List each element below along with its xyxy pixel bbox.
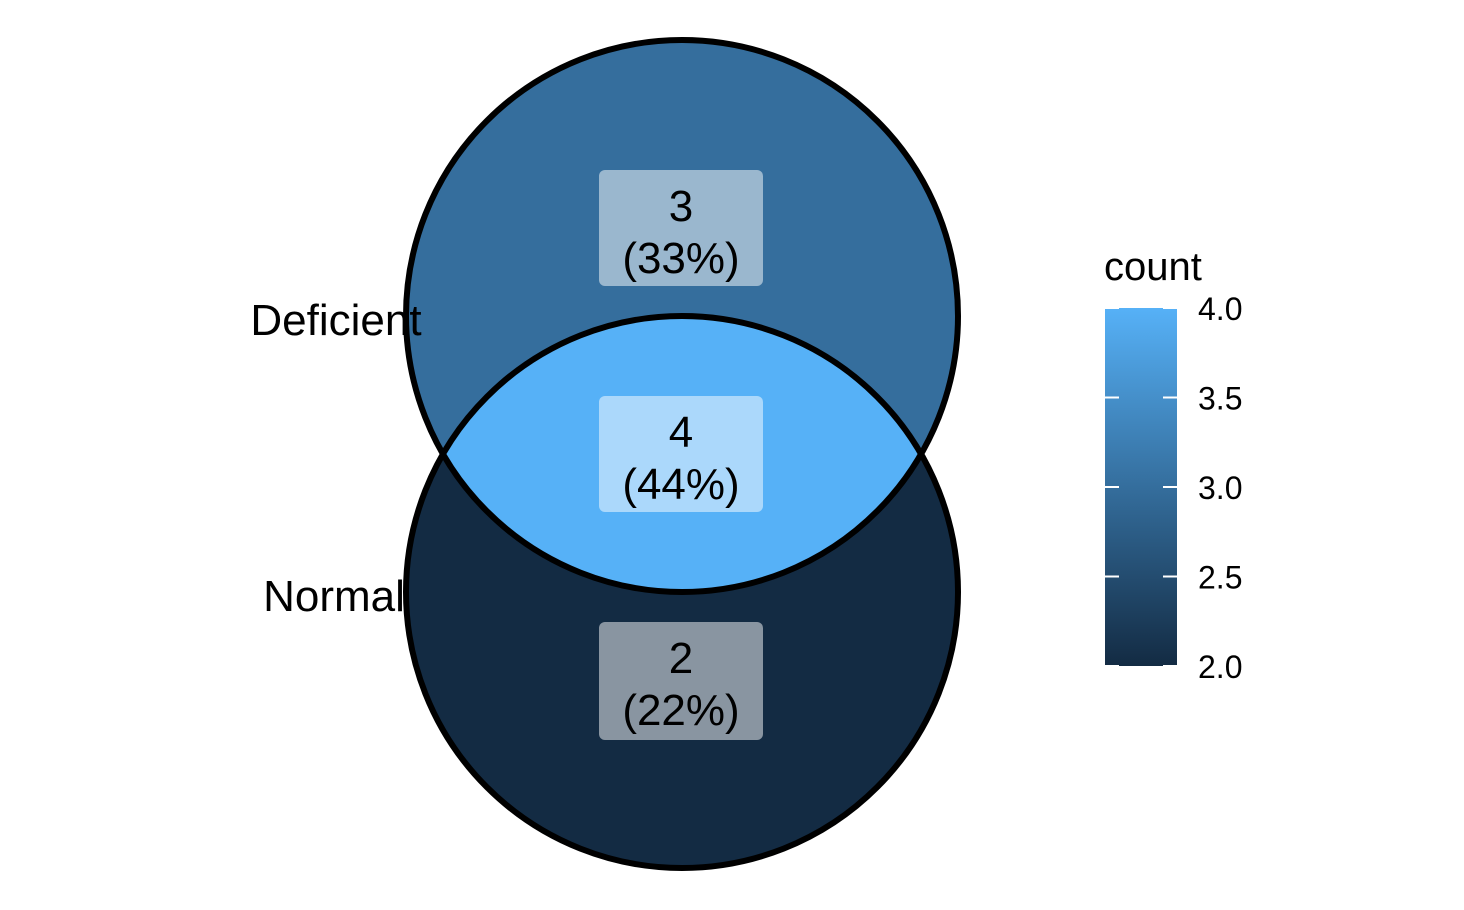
legend-tick-label: 3.5 [1198, 381, 1242, 417]
deficient-circle-outline [403, 37, 961, 595]
deficient-only-label-box [599, 170, 763, 286]
set-label-deficient: Deficient [250, 296, 421, 345]
legend-tick-label: 4.0 [1198, 291, 1242, 327]
legend-ticks: 2.0 2.5 3.0 3.5 4.0 [1105, 291, 1242, 685]
legend-tick-label: 2.0 [1198, 649, 1242, 685]
intersection-label-box [599, 396, 763, 512]
intersection-count: 4 [669, 408, 693, 457]
deficient-only-count: 3 [669, 182, 693, 231]
legend-tick-label: 3.0 [1198, 470, 1242, 506]
normal-only-count: 2 [669, 634, 693, 683]
legend-tick-label: 2.5 [1198, 560, 1242, 596]
normal-only-percent: (22%) [622, 686, 739, 735]
legend-title: count [1104, 245, 1202, 289]
normal-only-label-box [599, 622, 763, 740]
intersection-percent: (44%) [622, 460, 739, 509]
deficient-only-percent: (33%) [622, 234, 739, 283]
normal-circle-outline [403, 313, 961, 871]
set-label-normal: Normal [263, 572, 405, 621]
intersection-region [406, 316, 958, 592]
